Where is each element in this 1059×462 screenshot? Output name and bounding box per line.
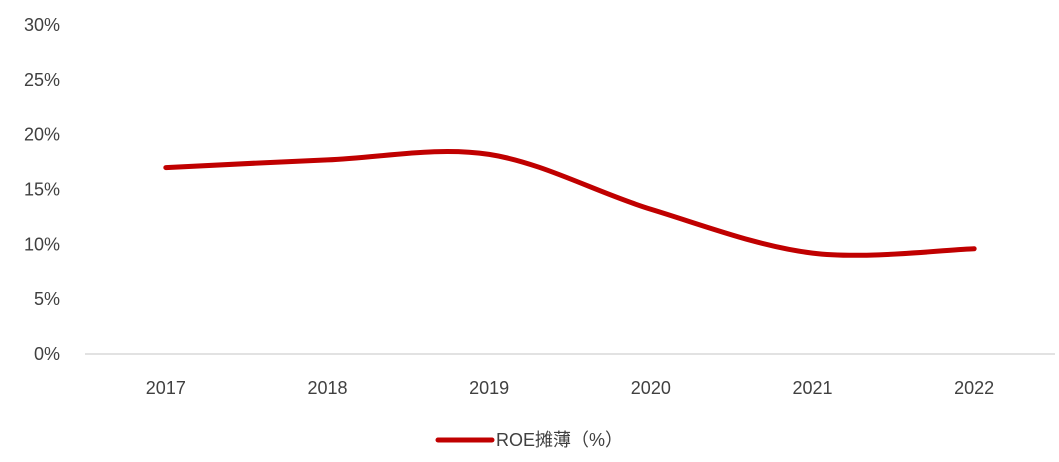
x-tick-label: 2021 (792, 378, 832, 398)
legend-label: ROE摊薄（%） (496, 430, 623, 450)
y-tick-label: 25% (24, 70, 60, 90)
legend: ROE摊薄（%） (435, 430, 623, 450)
y-tick-label: 5% (34, 289, 60, 309)
y-tick-label: 10% (24, 234, 60, 254)
y-tick-label: 15% (24, 180, 60, 200)
y-tick-label: 20% (24, 125, 60, 145)
roe-series-line (163, 149, 977, 258)
x-axis-tick-labels: 2017 2018 2019 2020 2021 2022 (146, 378, 994, 398)
x-tick-label: 2020 (631, 378, 671, 398)
x-tick-label: 2019 (469, 378, 509, 398)
x-tick-label: 2017 (146, 378, 186, 398)
x-tick-label: 2018 (307, 378, 347, 398)
x-tick-label: 2022 (954, 378, 994, 398)
y-tick-label: 30% (24, 15, 60, 35)
y-axis-tick-labels: 0% 5% 10% 15% 20% 25% 30% (24, 15, 60, 364)
y-tick-label: 0% (34, 344, 60, 364)
